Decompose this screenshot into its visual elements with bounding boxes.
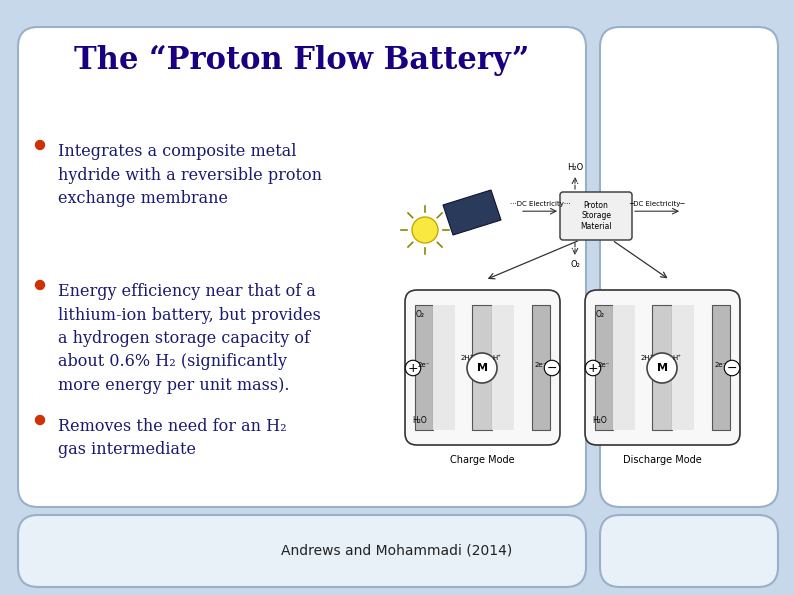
Circle shape	[36, 280, 44, 290]
Circle shape	[412, 217, 438, 243]
Text: −: −	[547, 362, 557, 374]
Text: Removes the need for an H₂
gas intermediate: Removes the need for an H₂ gas intermedi…	[58, 418, 287, 459]
Text: Material: Material	[580, 222, 612, 231]
FancyBboxPatch shape	[585, 290, 740, 445]
Bar	[433, 305, 455, 430]
Text: H⁺: H⁺	[492, 355, 502, 361]
Text: +: +	[588, 362, 599, 374]
Text: 2H⁺: 2H⁺	[461, 355, 474, 361]
Text: 2e⁻: 2e⁻	[418, 362, 430, 368]
Text: Proton: Proton	[584, 201, 608, 210]
Circle shape	[36, 415, 44, 424]
Circle shape	[36, 140, 44, 149]
Text: The “Proton Flow Battery”: The “Proton Flow Battery”	[75, 45, 530, 76]
Bar	[672, 305, 694, 430]
Text: H⁺: H⁺	[673, 355, 681, 361]
Text: Energy efficiency near that of a
lithium-ion battery, but provides
a hydrogen st: Energy efficiency near that of a lithium…	[58, 283, 321, 394]
Text: O₂: O₂	[570, 260, 580, 269]
Bar	[595, 305, 613, 430]
Text: M: M	[657, 363, 668, 373]
FancyBboxPatch shape	[18, 515, 586, 587]
Bar	[613, 305, 635, 430]
Bar	[712, 305, 730, 430]
Circle shape	[647, 353, 677, 383]
Text: 2e⁻: 2e⁻	[715, 362, 727, 368]
Text: O₂: O₂	[596, 310, 604, 319]
Text: 2e⁻: 2e⁻	[598, 362, 610, 368]
Text: M: M	[476, 363, 488, 373]
Text: 2H⁺: 2H⁺	[640, 355, 653, 361]
Text: ···DC Electricity···: ···DC Electricity···	[510, 201, 570, 207]
FancyBboxPatch shape	[600, 27, 778, 507]
Text: H₂O: H₂O	[567, 163, 583, 172]
Text: O₂: O₂	[415, 310, 425, 319]
Text: Discharge Mode: Discharge Mode	[622, 455, 701, 465]
Text: Storage: Storage	[581, 211, 611, 221]
Text: H₂O: H₂O	[592, 416, 607, 425]
Text: −: −	[727, 362, 738, 374]
Text: H₂O: H₂O	[413, 416, 427, 425]
FancyBboxPatch shape	[560, 192, 632, 240]
Text: Integrates a composite metal
hydride with a reversible proton
exchange membrane: Integrates a composite metal hydride wit…	[58, 143, 322, 207]
Text: +: +	[407, 362, 418, 374]
Bar	[492, 305, 514, 430]
FancyBboxPatch shape	[405, 290, 560, 445]
Bar	[415, 305, 433, 430]
Bar	[652, 305, 672, 430]
Text: Charge Mode: Charge Mode	[449, 455, 515, 465]
Bar	[472, 305, 492, 430]
Text: Andrews and Mohammadi (2014): Andrews and Mohammadi (2014)	[281, 544, 513, 558]
Circle shape	[467, 353, 497, 383]
Text: ─DC Electricity─: ─DC Electricity─	[629, 201, 684, 207]
Polygon shape	[443, 190, 501, 235]
FancyBboxPatch shape	[18, 27, 586, 507]
FancyBboxPatch shape	[600, 515, 778, 587]
Text: 2e⁻: 2e⁻	[535, 362, 547, 368]
Bar	[532, 305, 550, 430]
